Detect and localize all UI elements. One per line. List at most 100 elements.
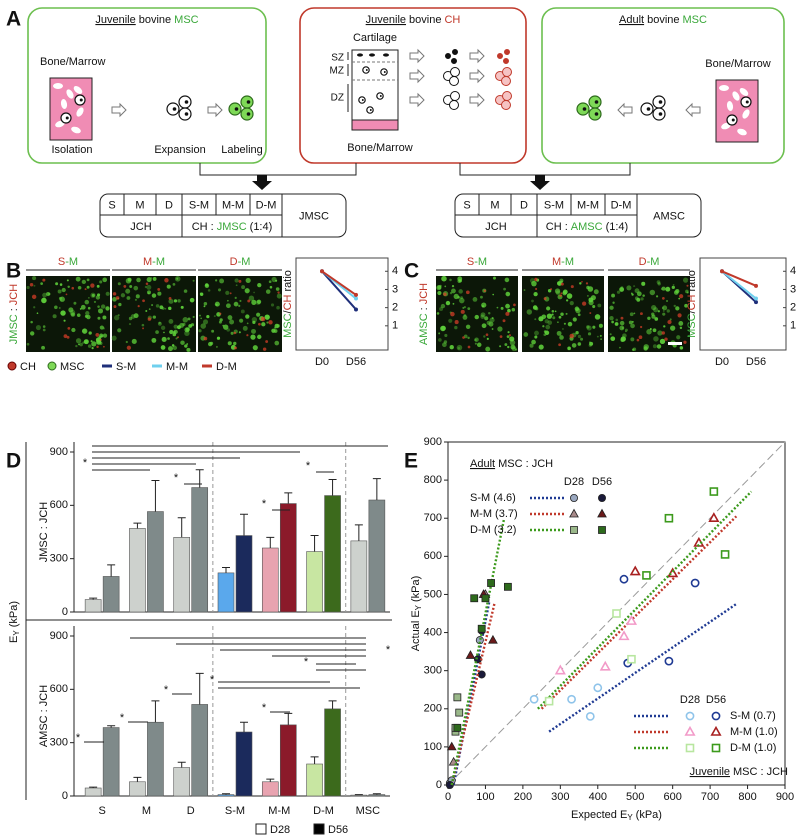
cell-signal — [55, 282, 59, 286]
cell-signal — [213, 315, 216, 318]
cell-signal — [676, 335, 681, 340]
point — [612, 609, 621, 618]
cell-signal — [173, 329, 178, 335]
cell-signal — [449, 291, 453, 295]
labeled-chondrocyte — [501, 76, 511, 86]
point — [488, 634, 498, 644]
labeled-chondrocyte — [504, 49, 510, 55]
cell-signal — [587, 332, 592, 336]
cell-signal — [182, 322, 186, 326]
legend-dot — [7, 361, 17, 371]
cell-signal — [238, 304, 241, 307]
fit-line — [450, 517, 506, 786]
cell-signal — [274, 340, 280, 346]
cell-signal — [531, 280, 537, 287]
cell-signal — [81, 279, 87, 285]
table-cell: M-M — [577, 199, 599, 211]
legend-label: S-M (4.6) — [470, 492, 516, 504]
point — [618, 630, 630, 641]
bar — [217, 572, 235, 613]
cell-signal — [633, 285, 636, 288]
source-box — [299, 7, 527, 164]
bar — [173, 767, 191, 797]
cell-signal — [679, 326, 683, 330]
cell-signal — [85, 311, 90, 316]
point — [453, 723, 462, 732]
cell-signal — [577, 343, 581, 346]
marrow-space — [742, 109, 750, 119]
bar — [324, 495, 341, 613]
error-bar — [310, 756, 319, 764]
cell-signal — [504, 277, 510, 283]
table-cell: CH : AMSC (1:4) — [546, 221, 628, 233]
marrow-space — [739, 88, 749, 96]
table-cell: M — [135, 199, 144, 211]
cell-signal — [239, 318, 244, 323]
cell-signal — [505, 311, 510, 316]
error-bar — [284, 492, 293, 504]
cell-signal — [63, 319, 66, 322]
cell-signal — [669, 318, 672, 321]
cell-signal — [641, 281, 646, 286]
error-bar — [151, 700, 160, 723]
point — [453, 693, 462, 702]
legend-header: D56 — [706, 694, 726, 706]
marrow-space — [726, 101, 734, 111]
table-cell-part: JMSC — [217, 221, 247, 233]
bar — [235, 535, 253, 613]
y-tick-label: 4 — [392, 265, 398, 277]
box-title-part: Juvenile — [95, 14, 135, 26]
bar — [147, 511, 164, 613]
cell-signal — [489, 317, 495, 323]
error-bar — [328, 700, 337, 709]
cell-signal — [683, 340, 687, 344]
cell-signal — [152, 315, 156, 319]
cell-signal — [609, 305, 614, 310]
cell-signal — [649, 289, 656, 296]
cell-signal — [457, 296, 460, 299]
cell-signal — [598, 323, 603, 328]
cell-signal — [507, 308, 511, 313]
cell-signal — [619, 346, 621, 349]
cell-signal — [233, 301, 239, 307]
cell-signal — [609, 333, 612, 336]
cell-signal — [496, 306, 499, 309]
cell-signal — [581, 280, 583, 283]
cell-signal — [632, 347, 637, 351]
x-tick-label: D-M — [313, 805, 334, 817]
cell-signal — [651, 314, 656, 319]
cell-signal — [580, 337, 584, 341]
cell-signal — [262, 347, 267, 351]
cell-signal — [225, 290, 230, 295]
cell-signal — [665, 286, 671, 292]
cell-nucleus — [658, 112, 663, 116]
y-tick-label: 100 — [424, 741, 442, 753]
cell-signal — [233, 331, 237, 335]
cell-signal — [497, 326, 503, 332]
cell-signal — [660, 288, 663, 290]
y-axis-label-part: / — [686, 309, 698, 313]
point — [544, 696, 554, 706]
y-tick-label: 300 — [50, 553, 68, 565]
cell-signal — [163, 331, 165, 334]
row-label: AMSC: JCH — [418, 283, 430, 345]
cell-signal — [509, 339, 516, 346]
legend-header: D28 — [564, 476, 584, 488]
cell-signal — [437, 290, 442, 296]
fit-line — [450, 601, 496, 786]
cell-nucleus — [745, 100, 749, 104]
row-label: JMSC: JCH — [8, 284, 20, 344]
cell-signal — [260, 316, 266, 322]
cell-signal — [159, 305, 164, 310]
cell-nucleus — [594, 112, 599, 116]
cell-signal — [234, 346, 237, 350]
cell-nucleus — [658, 100, 663, 104]
y-tick-label: 0 — [436, 779, 442, 791]
chondrocyte — [449, 76, 459, 86]
cell-signal — [86, 278, 90, 282]
column-label: M-M — [552, 256, 574, 268]
cell-signal — [438, 338, 442, 342]
cell-signal — [229, 319, 235, 325]
cell-nucleus — [172, 107, 177, 111]
error-bar — [266, 536, 275, 548]
